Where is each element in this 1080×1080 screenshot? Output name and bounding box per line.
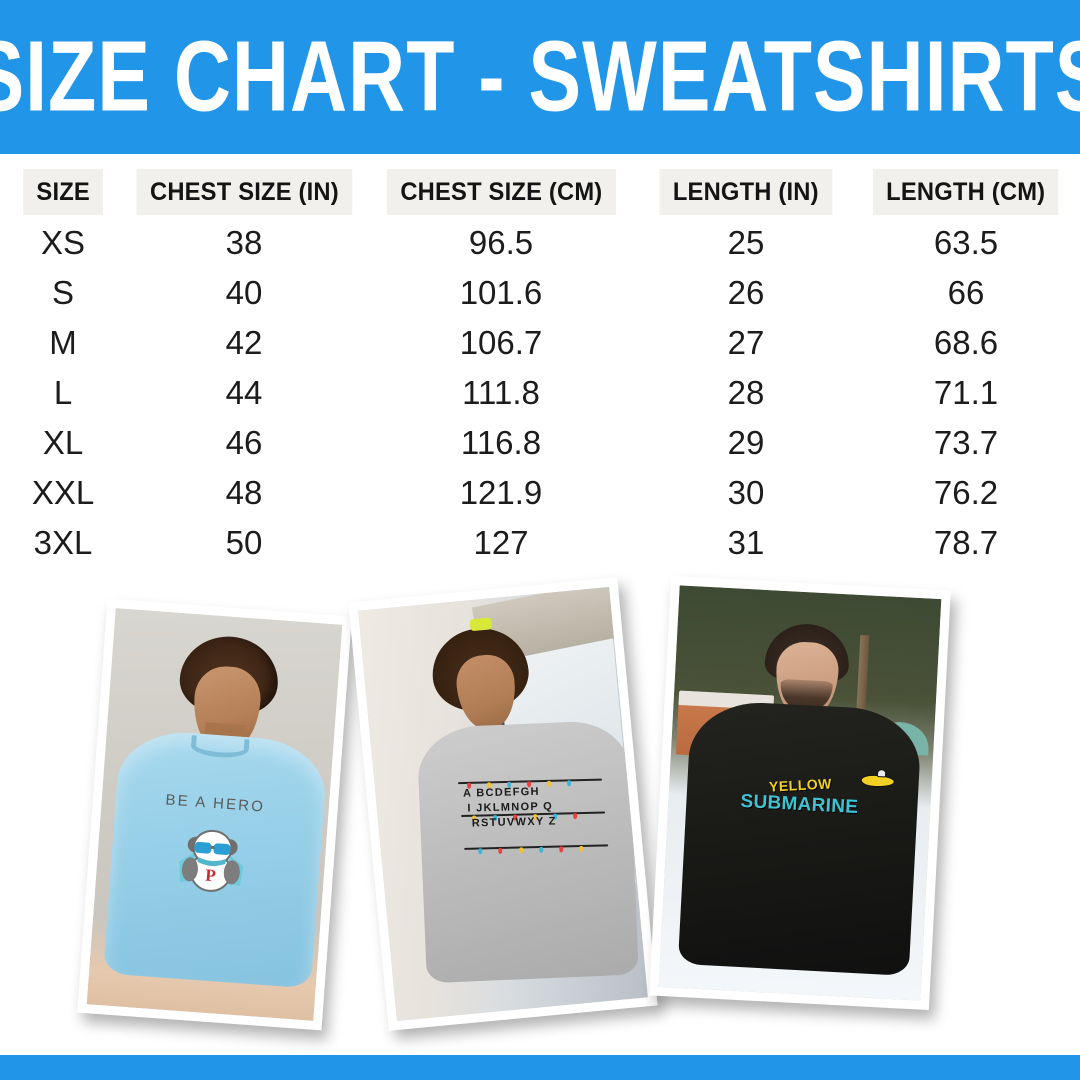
photo-image: YELLOW SUBMARINE [658,585,942,1001]
table-row: XL 46 116.8 29 73.7 [0,418,1080,468]
cell-size: M [49,324,77,361]
cell-length-in: 29 [727,424,765,461]
cell-chest-cm: 116.8 [460,424,542,461]
cell-size: XL [42,424,84,461]
cell-chest-in: 38 [225,224,263,261]
column-header-label: CHEST SIZE (CM) [386,169,616,215]
table-row: XXL 48 121.9 30 76.2 [0,468,1080,518]
table-row: XS 38 96.5 25 63.5 [0,218,1080,268]
table-header-row: SIZE CHEST SIZE (IN) CHEST SIZE (CM) LEN… [0,166,1080,218]
cell-size: XS [40,224,86,261]
column-header-chest-in: CHEST SIZE (IN) [126,166,362,218]
table-row: S 40 101.6 26 66 [0,268,1080,318]
superhero-panda-icon: P [171,822,252,899]
cell-chest-in: 44 [225,374,263,411]
photo-image: A BCDEFGH I JKLMNOP Q RSTUVWXY Z [358,587,648,1021]
product-photo-blue-sweatshirt: BE A HERO P [77,598,352,1031]
sweatshirt-body [416,719,639,984]
column-header-size: SIZE [0,166,126,218]
cell-chest-cm: 121.9 [459,474,543,511]
cell-length-in: 27 [727,324,765,361]
hair-clip [469,616,493,631]
cell-size: XXL [31,474,95,511]
column-header-label: LENGTH (CM) [873,169,1059,215]
footer-banner [0,1055,1080,1080]
cell-length-in: 26 [727,274,765,311]
cell-chest-cm: 127 [473,524,529,561]
cell-chest-in: 48 [225,474,263,511]
column-header-chest-cm: CHEST SIZE (CM) [362,166,640,218]
product-photo-strip: BE A HERO P [0,575,1080,1045]
cell-size: L [53,374,73,411]
product-photo-gray-sweatshirt: A BCDEFGH I JKLMNOP Q RSTUVWXY Z [348,577,658,1031]
cell-chest-in: 40 [225,274,263,311]
cell-length-in: 28 [727,374,765,411]
cell-chest-cm: 96.5 [468,224,534,261]
cell-chest-cm: 101.6 [459,274,543,311]
column-header-label: LENGTH (IN) [659,169,833,215]
cell-length-cm: 71.1 [933,374,999,411]
page-title: SIZE CHART - SWEATSHIRTS [0,21,1080,133]
cell-length-cm: 66 [947,274,985,311]
cell-chest-in: 50 [225,524,263,561]
column-header-length-cm: LENGTH (CM) [852,166,1080,218]
cell-length-cm: 63.5 [933,224,999,261]
cell-length-cm: 78.7 [933,524,999,561]
table-row: L 44 111.8 28 71.1 [0,368,1080,418]
print-line-3: RSTUVWXY Z [471,814,557,829]
sweatshirt-body [678,698,923,976]
header-banner: SIZE CHART - SWEATSHIRTS [0,0,1080,154]
column-header-label: SIZE [22,169,104,215]
cell-size: S [51,274,74,311]
print-alphabet: A BCDEFGH I JKLMNOP Q RSTUVWXY Z [463,783,610,832]
svg-text:P: P [204,866,216,886]
cell-length-cm: 73.7 [933,424,999,461]
column-header-label: CHEST SIZE (IN) [136,169,352,215]
size-chart-table: SIZE CHEST SIZE (IN) CHEST SIZE (CM) LEN… [0,166,1080,568]
cell-length-in: 31 [727,524,765,561]
cell-length-in: 30 [727,474,765,511]
cell-length-cm: 68.6 [933,324,999,361]
cell-length-cm: 76.2 [933,474,999,511]
photo-image: BE A HERO P [86,608,343,1021]
column-header-length-in: LENGTH (IN) [640,166,852,218]
product-photo-black-sweatshirt: YELLOW SUBMARINE [649,575,951,1011]
cell-chest-cm: 111.8 [462,374,540,411]
cell-size: 3XL [33,524,93,561]
table-row: M 42 106.7 27 68.6 [0,318,1080,368]
table-row: 3XL 50 127 31 78.7 [0,518,1080,568]
cell-chest-cm: 106.7 [459,324,543,361]
cell-chest-in: 46 [225,424,263,461]
cell-length-in: 25 [727,224,765,261]
cell-chest-in: 42 [225,324,263,361]
